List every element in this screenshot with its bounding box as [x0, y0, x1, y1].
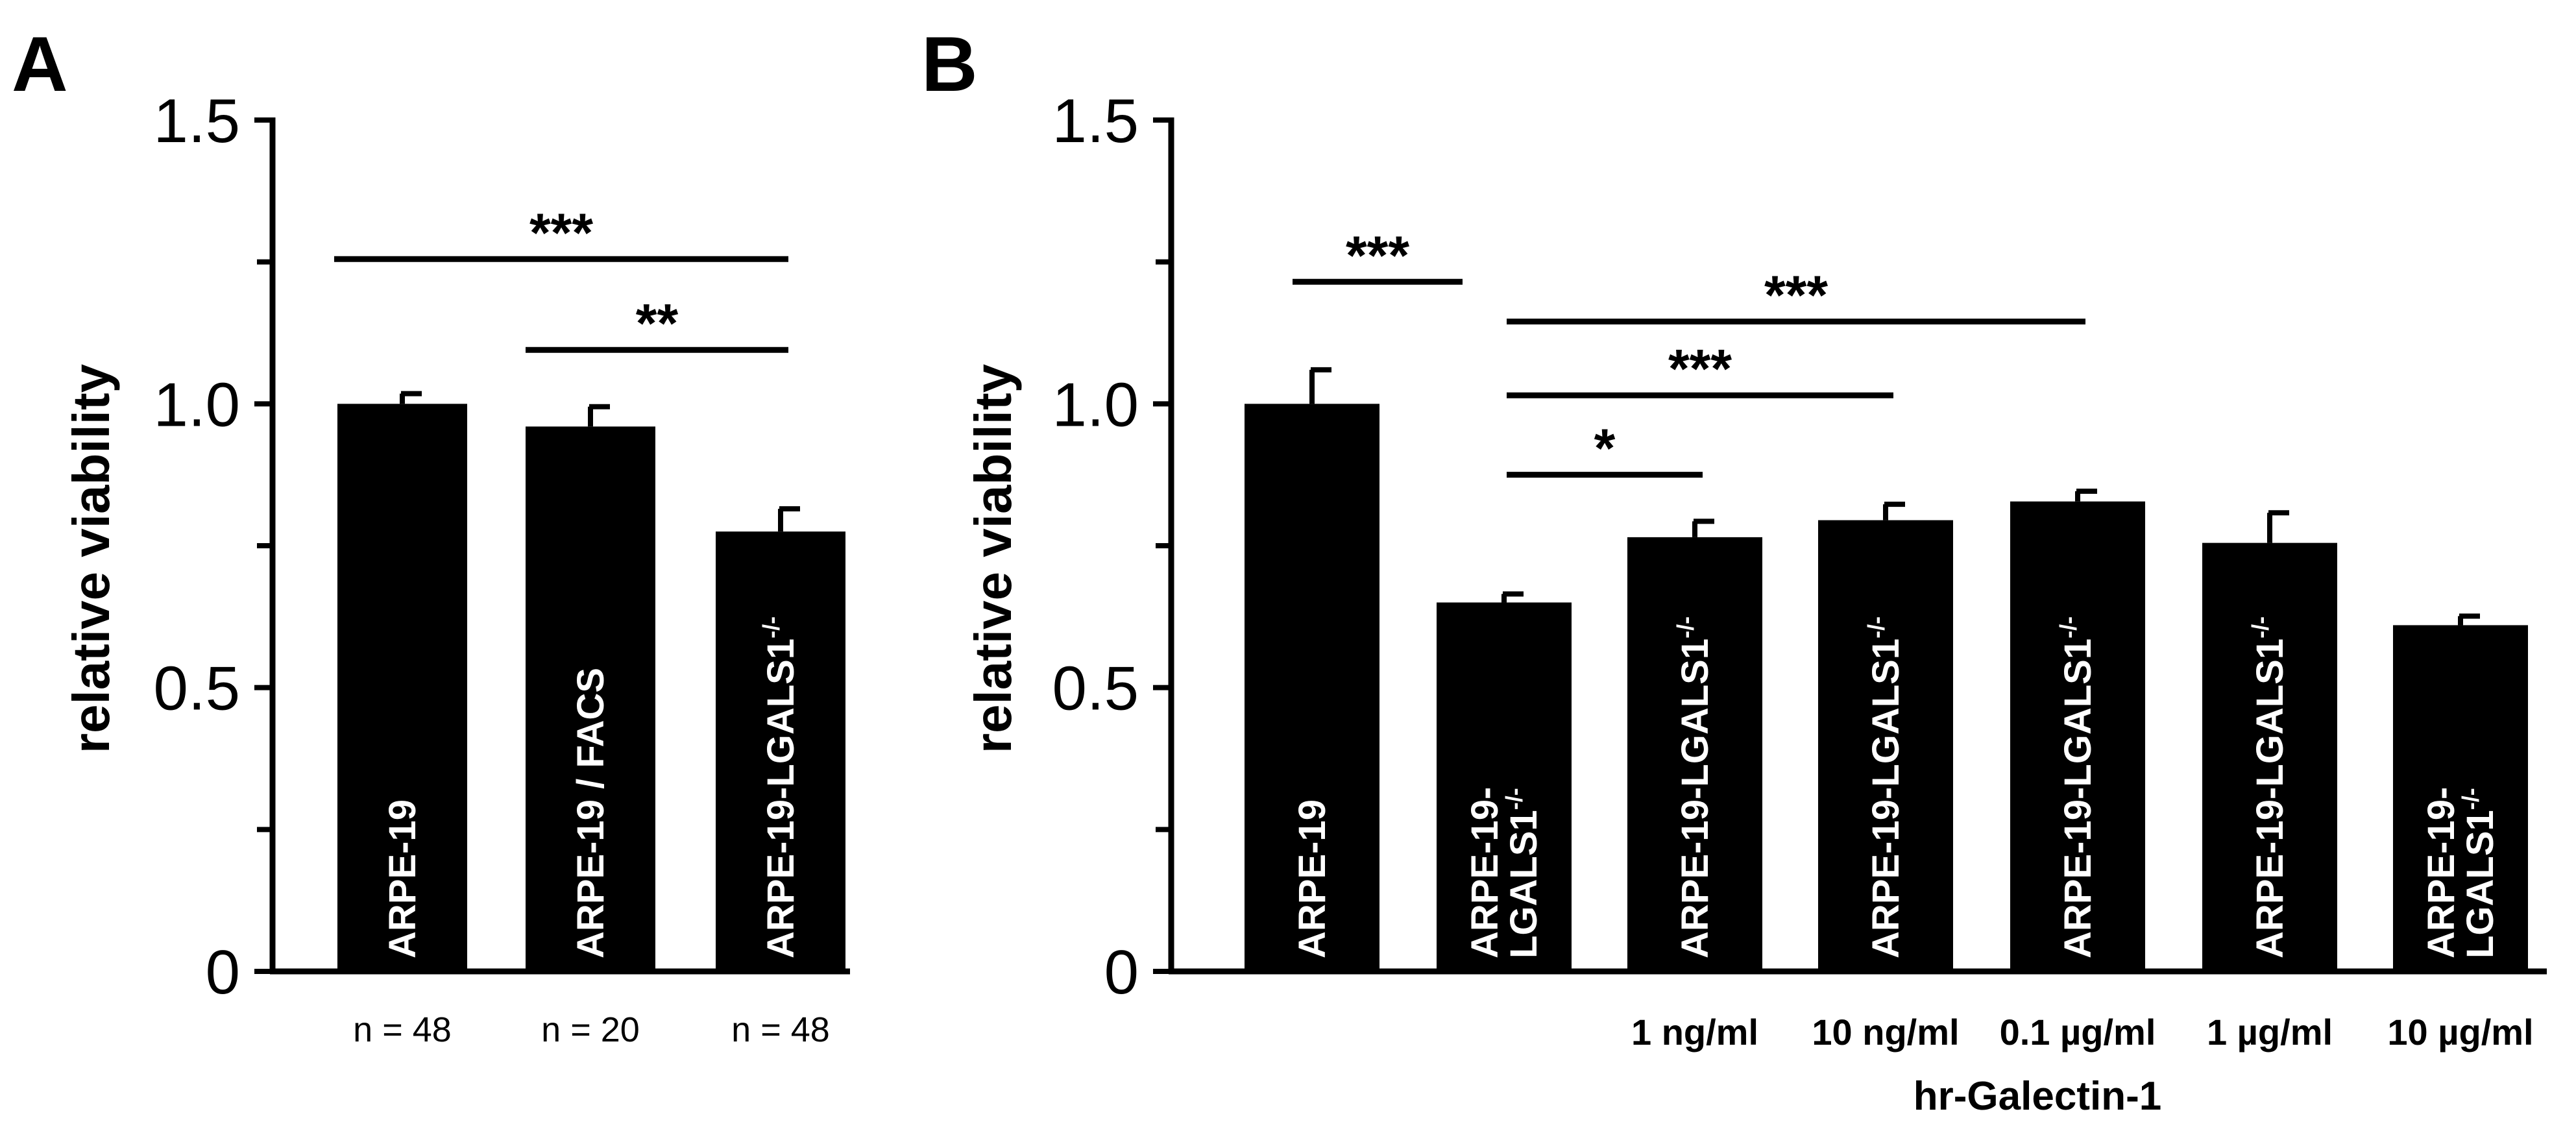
panel-a-n-label: n = 48 — [353, 1010, 452, 1049]
panel-b-bar-label: LGALS1-/- — [1501, 788, 1545, 958]
panel-a-y-tick-label: 1.5 — [154, 86, 240, 156]
panel-b-bar — [2202, 542, 2337, 971]
panel-a-bar-label: ARPE-19 — [382, 799, 424, 958]
panel-b-bar — [1627, 537, 1762, 971]
panel-a-bar — [716, 531, 845, 971]
panel-b-bar — [2393, 625, 2528, 971]
panel-b-letter: B — [921, 21, 978, 108]
panel-a-bar-label-sup: -/- — [758, 616, 784, 639]
panel-b-y-tick-label: 1.5 — [1052, 86, 1139, 156]
panel-b-bar-label-sup: -/- — [2247, 616, 2274, 639]
panel-b-significance-label: *** — [1346, 225, 1409, 286]
panel-b-bar-label-sup: -/- — [1863, 616, 1889, 639]
panel-a-bar — [337, 404, 467, 971]
panel-b-bar-label: ARPE-19- — [1464, 787, 1506, 958]
panel-b-significance-label: * — [1594, 418, 1616, 479]
panel-b-x-axis-label: hr-Galectin-1 — [1914, 1074, 2161, 1119]
panel-b-bar-label-sup: -/- — [1501, 788, 1527, 810]
panel-b-bar-label: ARPE-19-LGALS1-/- — [1863, 616, 1907, 958]
panel-b-bar-label: ARPE-19-LGALS1-/- — [2055, 616, 2099, 958]
panel-b-bar — [1245, 404, 1379, 971]
panel-b-bar-label-sup: -/- — [2457, 788, 2484, 810]
panel-b-bar — [1818, 520, 1953, 971]
panel-a-significance-label: ** — [636, 293, 679, 354]
panel-b-bar — [2010, 501, 2145, 971]
panel-b-y-tick-label: 0 — [1104, 938, 1139, 1007]
panel-b-significance-label: *** — [1668, 338, 1732, 399]
panel-b-concentration-label: 0.1 µg/ml — [2000, 1012, 2156, 1053]
panel-a-n-label: n = 20 — [541, 1010, 640, 1049]
panel-a-y-tick-label: 0 — [206, 938, 240, 1007]
chart-panel-b: 0 0.5 1.0 1.5 relative viability ARPE-19 ARPE-… — [964, 86, 2547, 1119]
panel-b-concentration-label: 1 ng/ml — [1631, 1012, 1758, 1053]
panel-a-y-axis-label: relative viability — [62, 363, 120, 753]
panel-a-n-label: n = 48 — [731, 1010, 830, 1049]
panel-a-bar — [526, 426, 655, 971]
panel-b-bar-label: ARPE-19- — [2420, 787, 2462, 958]
panel-b-bar — [1437, 602, 1572, 971]
panel-b-bar-label: ARPE-19 — [1291, 799, 1333, 958]
panel-b-bar-label: ARPE-19-LGALS1-/- — [2247, 616, 2291, 958]
panel-b-concentration-label: 10 µg/ml — [2387, 1012, 2533, 1053]
panel-b-concentration-label: 10 ng/ml — [1812, 1012, 1959, 1053]
panel-a-significance-label: *** — [529, 202, 593, 263]
panel-b-bar-label-sup: -/- — [1672, 616, 1699, 639]
panel-b-y-tick-label: 1.0 — [1052, 370, 1139, 439]
chart-panel-a: 0 0.5 1.0 1.5 relative viability ARPE-19 n = 4… — [62, 86, 850, 1049]
panel-b-y-axis-label: relative viability — [964, 363, 1022, 753]
panel-b-concentration-label: 1 µg/ml — [2207, 1012, 2333, 1053]
panel-b-y-tick-label: 0.5 — [1052, 654, 1139, 724]
panel-b-bar-label: LGALS1-/- — [2457, 788, 2501, 958]
panel-a-y-tick-label: 0.5 — [154, 654, 240, 724]
panel-a-y-tick-label: 1.0 — [154, 370, 240, 439]
panel-b-significance-label: *** — [1764, 265, 1828, 326]
panel-a-letter: A — [12, 21, 68, 108]
panel-b-bar-label: ARPE-19-LGALS1-/- — [1672, 616, 1716, 958]
panel-a-bar-label: ARPE-19 / FACS — [570, 668, 612, 958]
panel-a-bar-label: ARPE-19-LGALS1-/- — [758, 616, 802, 958]
panel-b-bar-label-sup: -/- — [2055, 616, 2082, 639]
